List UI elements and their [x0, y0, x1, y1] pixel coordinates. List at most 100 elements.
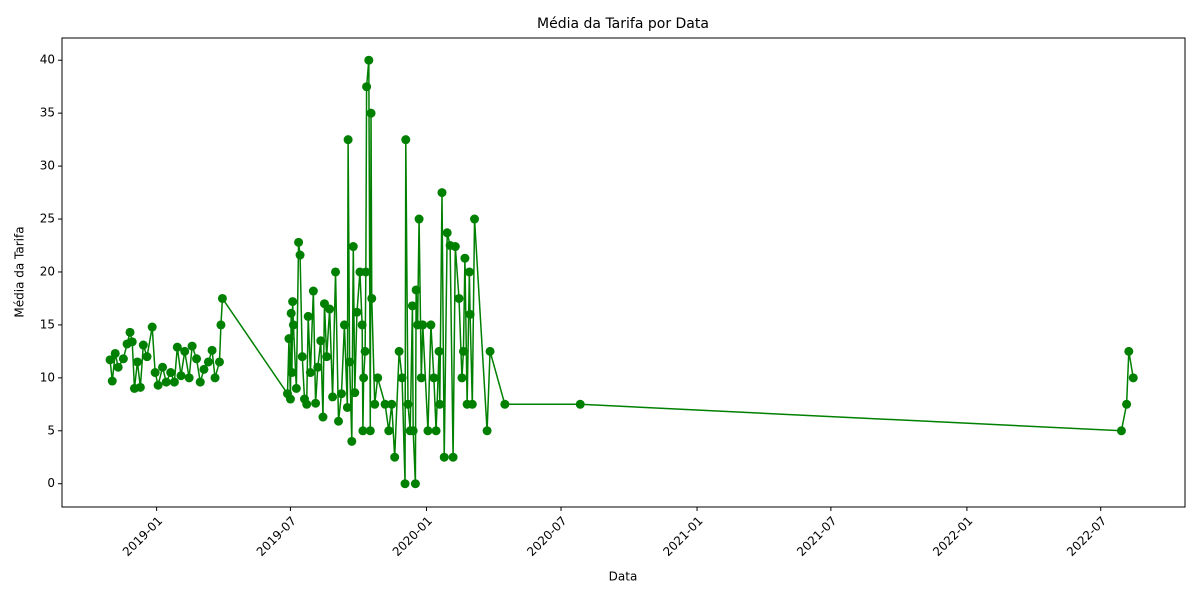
data-point — [158, 362, 168, 372]
data-point — [359, 373, 369, 383]
data-point — [297, 352, 307, 362]
data-point — [450, 242, 460, 252]
data-point — [1116, 426, 1126, 436]
data-point — [172, 342, 182, 352]
data-point — [284, 334, 294, 344]
y-tick-label: 20 — [40, 264, 55, 278]
y-tick-label: 10 — [40, 370, 55, 384]
data-point — [1124, 346, 1134, 356]
data-point — [176, 371, 186, 381]
data-point — [313, 362, 323, 372]
data-point — [358, 426, 368, 436]
data-point — [318, 412, 328, 422]
data-point — [366, 108, 376, 118]
data-point — [482, 426, 492, 436]
data-point — [138, 340, 148, 350]
y-tick-label: 35 — [40, 106, 55, 120]
x-axis-label: Data — [609, 570, 638, 584]
data-point — [403, 399, 413, 409]
data-point — [294, 237, 304, 247]
data-point — [370, 399, 380, 409]
data-point — [207, 345, 217, 355]
data-point — [390, 452, 400, 462]
data-point — [311, 398, 321, 408]
data-point — [347, 436, 357, 446]
data-point — [328, 392, 338, 402]
data-point — [380, 399, 390, 409]
data-point — [180, 346, 190, 356]
data-point — [418, 320, 428, 330]
data-point — [397, 373, 407, 383]
data-point — [352, 307, 362, 317]
data-point — [132, 357, 142, 367]
data-point — [187, 341, 197, 351]
data-point — [429, 373, 439, 383]
data-point — [458, 346, 468, 356]
data-point — [348, 242, 358, 252]
data-point — [333, 416, 343, 426]
data-point — [142, 352, 152, 362]
y-tick-label: 25 — [40, 212, 55, 226]
data-point — [1122, 399, 1132, 409]
data-point — [135, 382, 145, 392]
data-point — [416, 373, 426, 383]
data-point — [411, 285, 421, 295]
y-tick-label: 15 — [40, 317, 55, 331]
data-point — [384, 426, 394, 436]
data-point — [203, 357, 213, 367]
data-point — [465, 309, 475, 319]
data-point — [360, 346, 370, 356]
data-point — [467, 399, 477, 409]
data-point — [107, 376, 117, 386]
data-point — [408, 426, 418, 436]
data-point — [394, 346, 404, 356]
data-point — [410, 479, 420, 489]
data-point — [210, 373, 220, 383]
data-point — [118, 354, 128, 364]
data-point — [125, 327, 135, 337]
data-point — [214, 357, 224, 367]
data-point — [454, 293, 464, 303]
data-point — [331, 267, 341, 277]
data-point — [288, 320, 298, 330]
plot-frame — [61, 37, 1186, 508]
data-point — [325, 304, 335, 314]
data-point — [423, 426, 433, 436]
data-point — [464, 267, 474, 277]
data-point — [305, 368, 315, 378]
data-point — [288, 297, 298, 307]
data-point — [442, 228, 452, 238]
data-point — [105, 355, 115, 365]
data-point — [387, 399, 397, 409]
data-point — [316, 336, 326, 346]
data-point — [166, 368, 176, 378]
data-point — [500, 399, 510, 409]
data-point — [285, 394, 295, 404]
data-point — [431, 426, 441, 436]
data-point — [113, 362, 123, 372]
data-point — [364, 55, 374, 65]
data-point — [169, 377, 179, 387]
chart-title: Média da Tarifa por Data — [537, 16, 709, 32]
data-point — [448, 452, 458, 462]
data-point — [192, 354, 202, 364]
y-tick-label: 30 — [40, 159, 55, 173]
data-point — [336, 389, 346, 399]
data-point — [437, 188, 447, 198]
data-point — [217, 293, 227, 303]
data-point — [199, 364, 209, 374]
data-point — [184, 373, 194, 383]
data-point — [401, 135, 411, 145]
data-point — [153, 380, 163, 390]
data-point — [414, 214, 424, 224]
y-axis-label: Média da Tarifa — [13, 226, 27, 317]
data-point — [407, 301, 417, 311]
y-tick-label: 0 — [47, 476, 55, 490]
data-point — [373, 373, 383, 383]
data-point — [286, 308, 296, 318]
data-point — [127, 337, 137, 347]
data-point — [435, 399, 445, 409]
data-point — [470, 214, 480, 224]
data-point — [287, 368, 297, 378]
